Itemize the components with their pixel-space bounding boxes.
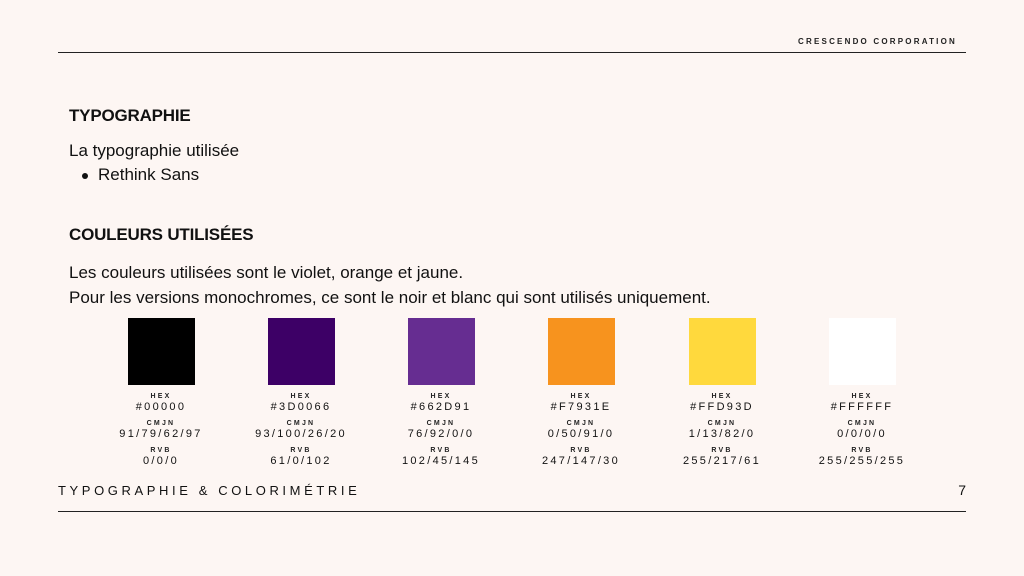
hex-label: HEX [150,393,172,400]
page-number: 7 [958,482,966,498]
typography-heading: TYPOGRAPHIE [69,106,191,125]
rvb-value: 0/0/0 [143,455,179,467]
hex-value: #F7931E [550,401,612,413]
hex-label: HEX [290,393,312,400]
hex-label: HEX [570,393,592,400]
swatch-block [828,318,896,385]
rvb-value: 255/217/61 [682,455,762,467]
font-list-item: Rethink Sans [80,165,199,185]
cmjn-label: CMJN [286,420,316,427]
hex-value: #00000 [135,401,187,413]
rvb-value: 102/45/145 [401,455,481,467]
rvb-label: RVB [711,447,733,454]
cmjn-value: 91/79/62/97 [119,428,203,440]
cmjn-value: 0/0/0/0 [837,428,887,440]
color-swatch-orange: HEX #F7931E CMJN 0/50/91/0 RVB 247/147/3… [511,318,651,468]
color-swatch-dark-violet: HEX #3D0066 CMJN 93/100/26/20 RVB 61/0/1… [231,318,371,468]
hex-value: #662D91 [410,401,472,413]
cmjn-label: CMJN [566,420,596,427]
hex-value: #FFFFFF [830,401,894,413]
bottom-divider [58,511,966,512]
top-divider [58,52,966,53]
color-swatch-white: HEX #FFFFFF CMJN 0/0/0/0 RVB 255/255/255 [792,318,932,468]
swatch-block [547,318,615,385]
rvb-label: RVB [150,447,172,454]
cmjn-label: CMJN [707,420,737,427]
cmjn-label: CMJN [426,420,456,427]
rvb-label: RVB [851,447,873,454]
rvb-value: 61/0/102 [270,455,332,467]
rvb-label: RVB [570,447,592,454]
brand-name: CRESCENDO CORPORATION [798,37,957,46]
colors-heading: COULEURS UTILISÉES [69,225,254,244]
swatch-block [688,318,756,385]
hex-label: HEX [851,393,873,400]
color-swatch-yellow: HEX #FFD93D CMJN 1/13/82/0 RVB 255/217/6… [652,318,792,468]
swatch-block [127,318,195,385]
swatch-block [407,318,475,385]
color-swatch-violet: HEX #662D91 CMJN 76/92/0/0 RVB 102/45/14… [371,318,511,468]
cmjn-value: 93/100/26/20 [255,428,347,440]
swatch-block [267,318,335,385]
rvb-value: 255/255/255 [818,455,906,467]
color-swatch-black: HEX #00000 CMJN 91/79/62/97 RVB 0/0/0 [91,318,231,468]
typography-intro: La typographie utilisée [69,141,240,160]
cmjn-label: CMJN [146,420,176,427]
rvb-label: RVB [290,447,312,454]
colors-description-line-1: Les couleurs utilisées sont le violet, o… [69,263,464,282]
footer-section-title: TYPOGRAPHIE & COLORIMÉTRIE [58,483,361,498]
colors-description: Les couleurs utilisées sont le violet, o… [69,260,711,310]
hex-label: HEX [430,393,452,400]
hex-label: HEX [711,393,733,400]
colors-description-line-2: Pour les versions monochromes, ce sont l… [69,288,711,307]
font-list: Rethink Sans [80,165,199,185]
rvb-label: RVB [430,447,452,454]
cmjn-label: CMJN [847,420,877,427]
hex-value: #3D0066 [270,401,332,413]
rvb-value: 247/147/30 [541,455,621,467]
hex-value: #FFD93D [690,401,754,413]
cmjn-value: 76/92/0/0 [407,428,475,440]
cmjn-value: 1/13/82/0 [688,428,756,440]
cmjn-value: 0/50/91/0 [547,428,615,440]
